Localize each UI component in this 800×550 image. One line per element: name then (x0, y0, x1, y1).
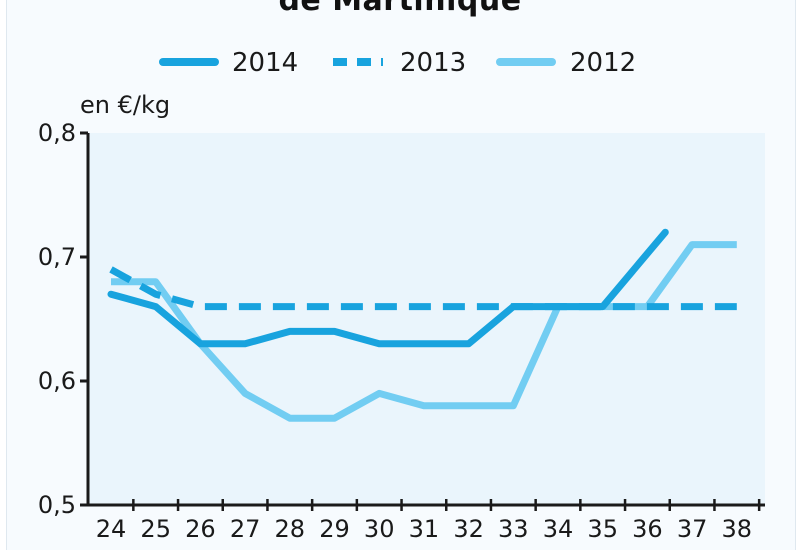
legend-label-2014: 2014 (232, 48, 298, 78)
x-tick-label: 35 (587, 515, 618, 543)
x-tick-label: 33 (498, 515, 529, 543)
y-tick-label: 0,7 (38, 243, 76, 271)
y-axis-unit-label: en €/kg (80, 91, 170, 119)
y-tick-label: 0,5 (38, 491, 76, 519)
x-tick-label: 26 (185, 515, 216, 543)
x-tick-label: 25 (140, 515, 171, 543)
x-tick-label: 32 (453, 515, 484, 543)
x-tick-labels: 24 25 26 27 28 29 30 31 32 33 34 35 36 37 38 (96, 515, 752, 543)
plot-area (88, 133, 765, 505)
x-tick-label: 28 (275, 515, 306, 543)
series-line-2013 (109, 266, 737, 311)
legend: 2014 2013 2012 (159, 48, 636, 78)
tick-marks (80, 131, 761, 511)
x-tick-label: 36 (632, 515, 663, 543)
y-tick-labels: 0,8 0,7 0,6 0,5 (38, 119, 76, 519)
series-line-2014 (107, 228, 669, 348)
legend-label-2013: 2013 (400, 48, 466, 78)
series-lines (107, 228, 737, 422)
x-tick-label: 24 (96, 515, 127, 543)
axes (86, 133, 765, 507)
x-tick-label: 38 (722, 515, 753, 543)
y-tick-label: 0,8 (38, 119, 76, 147)
legend-label-2012: 2012 (570, 48, 636, 78)
x-tick-label: 29 (319, 515, 350, 543)
x-tick-label: 27 (230, 515, 261, 543)
x-tick-label: 34 (543, 515, 574, 543)
x-tick-label: 30 (364, 515, 395, 543)
x-tick-label: 37 (677, 515, 708, 543)
y-tick-label: 0,6 (38, 367, 76, 395)
x-tick-label: 31 (409, 515, 440, 543)
chart-title: de Martinique (278, 0, 522, 18)
